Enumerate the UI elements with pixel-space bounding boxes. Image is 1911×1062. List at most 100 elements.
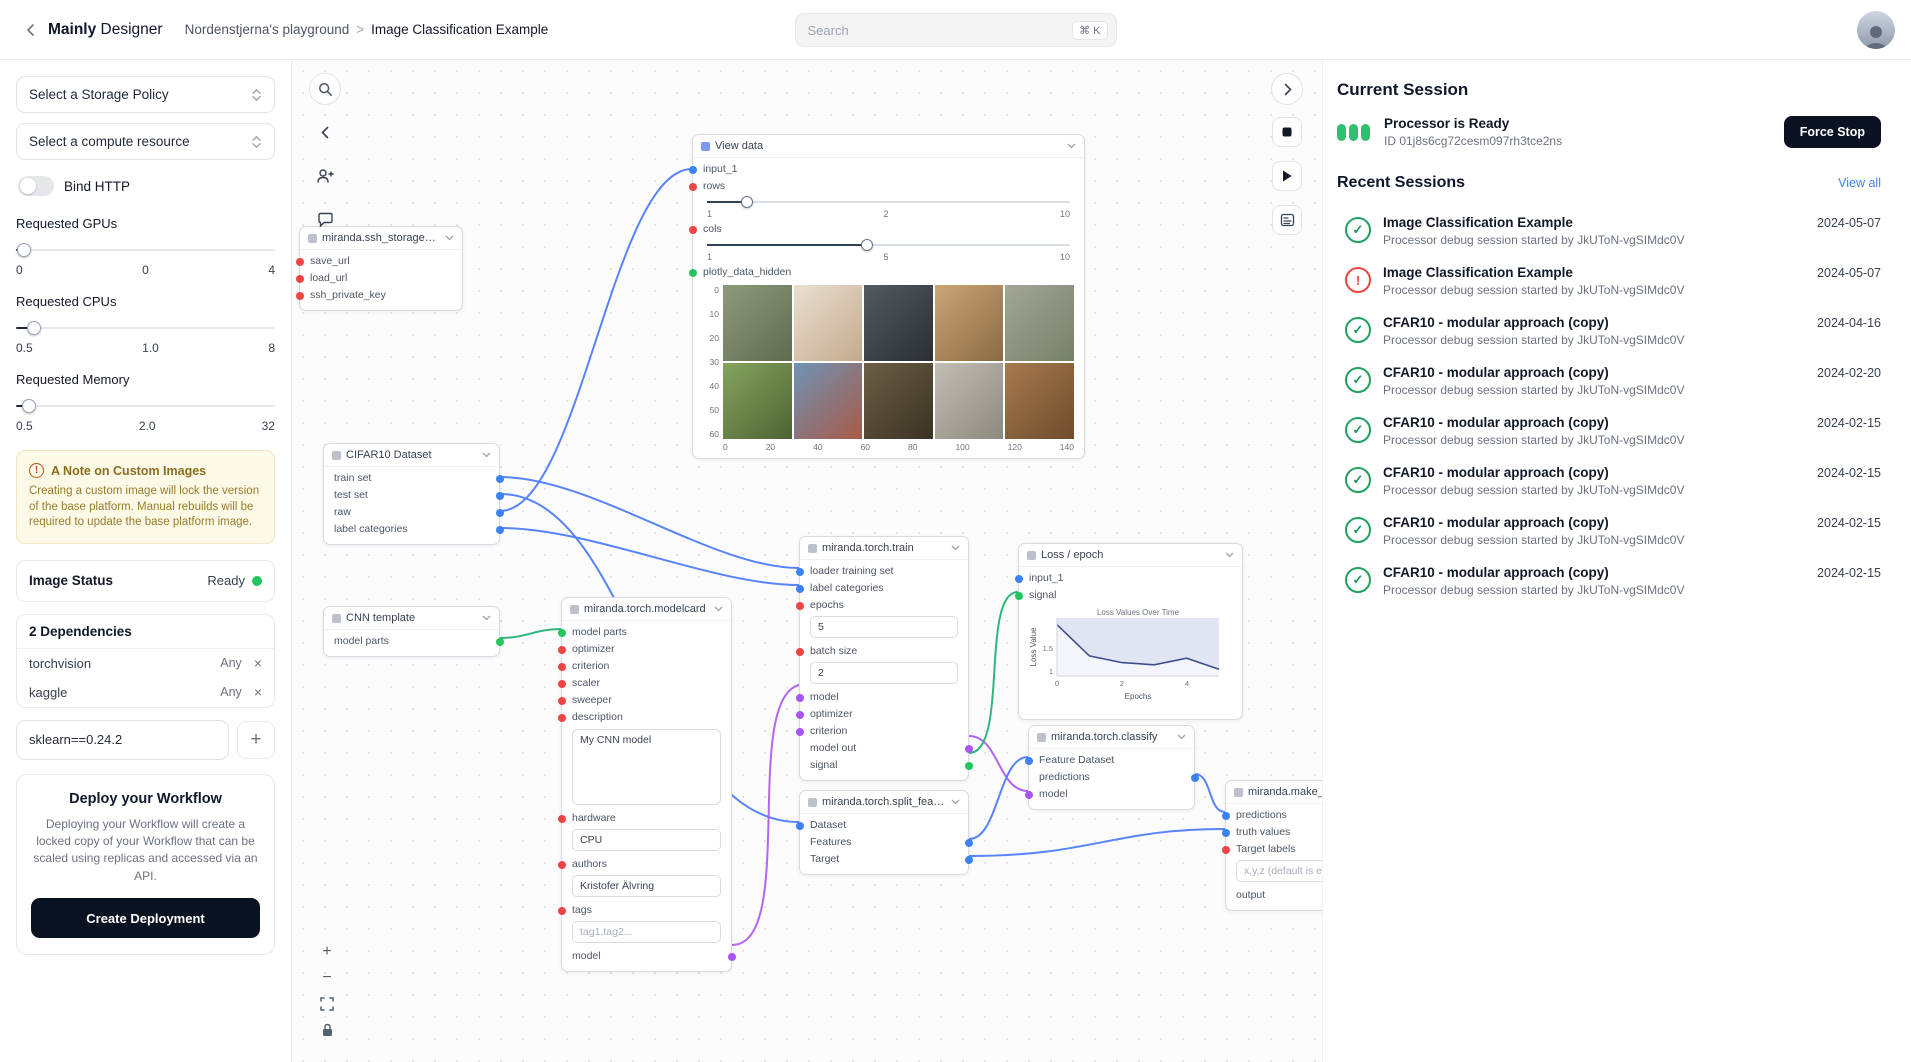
storage-policy-select[interactable]: Select a Storage Policy (16, 76, 275, 113)
zoom-in-button[interactable]: + (315, 940, 339, 964)
cpus-slider[interactable] (16, 321, 275, 335)
fit-view-button[interactable] (315, 992, 339, 1016)
back-button[interactable] (18, 17, 44, 43)
logs-button[interactable] (1272, 205, 1302, 235)
port-handle[interactable] (495, 637, 504, 646)
chevron-down-icon[interactable] (445, 235, 454, 241)
cols-slider-knob[interactable] (860, 239, 873, 251)
node-ssh-storage-policy[interactable]: miranda.ssh_storage_policy save_url load… (295, 226, 463, 311)
port-handle[interactable] (964, 855, 973, 864)
port-handle[interactable] (964, 744, 973, 753)
chevron-down-icon[interactable] (714, 606, 723, 612)
chevron-down-icon[interactable] (1177, 734, 1186, 740)
port-handle[interactable] (1221, 845, 1230, 854)
node-torch-split-features[interactable]: miranda.torch.split_features_and_... Dat… (795, 790, 973, 875)
port-handle[interactable] (495, 491, 504, 500)
node-torch-modelcard[interactable]: miranda.torch.modelcard model parts opti… (557, 597, 736, 972)
port-handle[interactable] (557, 713, 566, 722)
batch-size-input[interactable] (810, 662, 958, 684)
avatar[interactable] (1857, 11, 1895, 49)
port-handle[interactable] (795, 693, 804, 702)
epochs-input[interactable] (810, 616, 958, 638)
node-view-data[interactable]: View data input_1 rows 1 2 10 cols 1 5 (688, 134, 1085, 459)
port-handle[interactable] (295, 274, 304, 283)
rows-slider[interactable] (707, 196, 1070, 208)
port-handle[interactable] (557, 679, 566, 688)
port-handle[interactable] (688, 268, 697, 277)
node-torch-train[interactable]: miranda.torch.train loader training set … (795, 536, 973, 781)
session-row[interactable]: ! Image Classification Example Processor… (1337, 256, 1881, 306)
dependency-version[interactable]: Any (220, 685, 242, 700)
add-dependency-button[interactable]: + (237, 720, 275, 759)
create-deployment-button[interactable]: Create Deployment (31, 898, 260, 939)
session-row[interactable]: ✓ CFAR10 - modular approach (copy) Proce… (1337, 556, 1881, 606)
chevron-down-icon[interactable] (482, 452, 491, 458)
breadcrumb-current[interactable]: Image Classification Example (371, 22, 549, 37)
port-handle[interactable] (1190, 773, 1199, 782)
node-loss-epoch[interactable]: Loss / epoch input_1 signal Loss Values … (1014, 543, 1243, 720)
port-handle[interactable] (557, 645, 566, 654)
chevron-down-icon[interactable] (951, 799, 960, 805)
force-stop-button[interactable]: Force Stop (1783, 116, 1881, 148)
port-handle[interactable] (795, 647, 804, 656)
canvas-search-button[interactable] (309, 73, 341, 105)
port-handle[interactable] (1024, 790, 1033, 799)
port-handle[interactable] (795, 727, 804, 736)
port-handle[interactable] (1024, 756, 1033, 765)
memory-slider-knob[interactable] (21, 399, 36, 413)
port-handle[interactable] (795, 584, 804, 593)
chevron-down-icon[interactable] (951, 545, 960, 551)
node-cifar10-dataset[interactable]: CIFAR10 Dataset train set test set raw l… (323, 443, 504, 545)
search-input[interactable] (807, 22, 1073, 38)
run-button[interactable] (1272, 161, 1302, 191)
bind-http-toggle[interactable] (18, 176, 54, 196)
compute-resource-select[interactable]: Select a compute resource (16, 123, 275, 160)
chat-button[interactable] (310, 205, 340, 235)
cpus-slider-knob[interactable] (27, 321, 42, 335)
collaborators-button[interactable] (310, 161, 340, 191)
port-handle[interactable] (795, 601, 804, 610)
chevron-down-icon[interactable] (1067, 143, 1076, 149)
port-handle[interactable] (964, 761, 973, 770)
cols-slider[interactable] (707, 239, 1070, 251)
port-handle[interactable] (795, 821, 804, 830)
view-all-link[interactable]: View all (1838, 176, 1881, 190)
port-handle[interactable] (495, 525, 504, 534)
authors-input[interactable] (572, 875, 721, 897)
rows-slider-knob[interactable] (740, 196, 753, 208)
port-handle[interactable] (1014, 591, 1023, 600)
session-row[interactable]: ✓ CFAR10 - modular approach (copy) Proce… (1337, 306, 1881, 356)
gpus-slider[interactable] (16, 243, 275, 257)
port-handle[interactable] (1014, 574, 1023, 583)
zoom-out-button[interactable]: − (315, 966, 339, 990)
session-row[interactable]: ✓ CFAR10 - modular approach (copy) Proce… (1337, 356, 1881, 406)
remove-dependency-button[interactable]: × (253, 684, 262, 701)
tags-input[interactable] (572, 921, 721, 943)
port-handle[interactable] (795, 710, 804, 719)
session-row[interactable]: ✓ Image Classification Example Processor… (1337, 206, 1881, 256)
port-handle[interactable] (295, 291, 304, 300)
breadcrumb-parent[interactable]: Nordenstjerna's playground (184, 22, 350, 37)
hardware-input[interactable] (572, 829, 721, 851)
dependency-version[interactable]: Any (220, 656, 242, 671)
description-textarea[interactable]: My CNN model (572, 729, 721, 805)
remove-dependency-button[interactable]: × (253, 655, 262, 672)
session-row[interactable]: ✓ CFAR10 - modular approach (copy) Proce… (1337, 406, 1881, 456)
port-handle[interactable] (557, 860, 566, 869)
port-handle[interactable] (557, 628, 566, 637)
port-handle[interactable] (495, 508, 504, 517)
stop-button[interactable] (1272, 117, 1302, 147)
port-handle[interactable] (495, 474, 504, 483)
lock-button[interactable] (315, 1018, 339, 1042)
expand-panel-button[interactable] (1271, 73, 1303, 105)
global-search[interactable]: ⌘ K (794, 13, 1117, 47)
node-torch-classify[interactable]: miranda.torch.classify Feature Dataset p… (1024, 725, 1199, 810)
port-handle[interactable] (1221, 811, 1230, 820)
chevron-down-icon[interactable] (482, 615, 491, 621)
chevron-down-icon[interactable] (1225, 552, 1234, 558)
port-handle[interactable] (1221, 828, 1230, 837)
gpus-slider-knob[interactable] (16, 243, 31, 257)
port-handle[interactable] (295, 257, 304, 266)
session-row[interactable]: ✓ CFAR10 - modular approach (copy) Proce… (1337, 456, 1881, 506)
port-handle[interactable] (688, 225, 697, 234)
